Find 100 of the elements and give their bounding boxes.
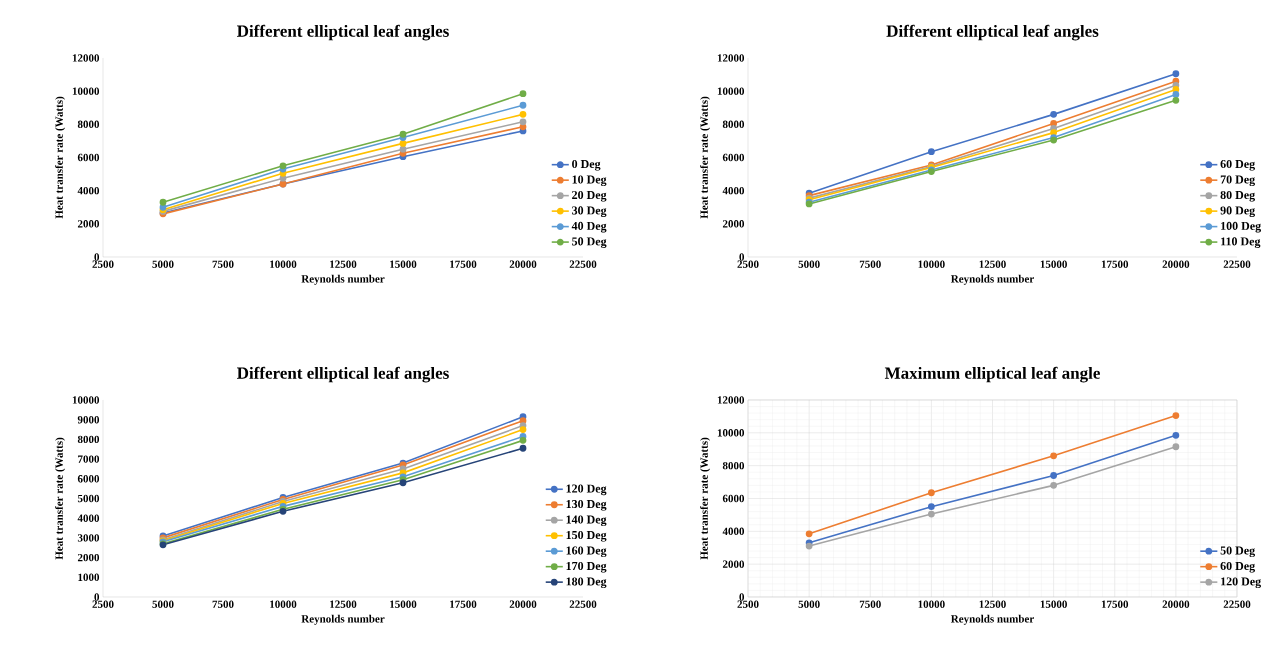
y-tick-label: 6000 bbox=[77, 475, 100, 483]
chart-title: Different elliptical leaf angles bbox=[886, 24, 1099, 41]
x-tick-label: 17500 bbox=[1101, 600, 1129, 608]
x-tick-label: 2500 bbox=[92, 600, 114, 608]
legend-label: 50 Deg bbox=[1220, 546, 1256, 558]
y-tick-label: 2000 bbox=[722, 560, 745, 568]
x-tick-label: 17500 bbox=[450, 260, 477, 268]
legend-label: 160 Deg bbox=[566, 546, 607, 558]
legend-label: 70 Deg bbox=[1220, 175, 1256, 187]
x-axis-title: Reynolds number bbox=[301, 614, 385, 625]
x-tick-label: 20000 bbox=[1162, 600, 1190, 608]
x-tick-label: 12500 bbox=[979, 600, 1006, 608]
y-tick-label: 4000 bbox=[77, 186, 100, 195]
y-tick-label: 10000 bbox=[72, 87, 100, 95]
legend-label: 80 Deg bbox=[1220, 190, 1256, 202]
legend-label: 100 Deg bbox=[1221, 221, 1262, 233]
x-tick-label: 10000 bbox=[918, 260, 945, 268]
y-tick-label: 9000 bbox=[77, 415, 100, 424]
x-tick-label: 22500 bbox=[1223, 260, 1251, 268]
legend-label: 150 Deg bbox=[566, 530, 607, 542]
x-tick-label: 2500 bbox=[737, 600, 759, 608]
x-tick-label: 22500 bbox=[569, 260, 597, 268]
y-tick-label: 2000 bbox=[77, 220, 100, 228]
legend-label: 120 Deg bbox=[566, 484, 607, 496]
x-tick-label: 5000 bbox=[798, 600, 820, 608]
y-tick-label: 6000 bbox=[722, 494, 745, 503]
y-tick-label: 4000 bbox=[77, 514, 100, 522]
x-tick-label: 2500 bbox=[737, 260, 759, 268]
y-axis-title: Heat transfer rate (Watts) bbox=[700, 96, 711, 219]
legend-label: 130 Deg bbox=[566, 499, 607, 511]
y-tick-label: 2000 bbox=[722, 220, 745, 228]
x-tick-label: 15000 bbox=[390, 260, 417, 268]
x-tick-label: 20000 bbox=[509, 600, 537, 608]
legend-label: 140 Deg bbox=[566, 515, 607, 527]
y-axis-title: Heat transfer rate (Watts) bbox=[55, 96, 66, 219]
y-tick-label: 0 bbox=[739, 593, 745, 601]
x-tick-label: 2500 bbox=[92, 260, 114, 268]
y-tick-label: 5000 bbox=[77, 494, 100, 503]
legend-label: 60 Deg bbox=[1220, 561, 1256, 573]
x-tick-label: 5000 bbox=[152, 600, 174, 608]
x-tick-label: 10000 bbox=[270, 600, 297, 608]
y-tick-label: 12000 bbox=[72, 54, 100, 62]
x-tick-label: 7500 bbox=[859, 260, 881, 268]
x-axis-title: Reynolds number bbox=[301, 274, 385, 285]
y-tick-label: 12000 bbox=[717, 396, 745, 404]
chart-title: Different elliptical leaf angles bbox=[237, 366, 449, 383]
legend-label: 170 Deg bbox=[566, 561, 607, 573]
legend-label: 110 Deg bbox=[1221, 237, 1261, 248]
legend-label: 30 Deg bbox=[572, 206, 607, 218]
x-tick-label: 7500 bbox=[212, 600, 234, 608]
x-tick-label: 5000 bbox=[798, 260, 820, 268]
y-tick-label: 12000 bbox=[717, 54, 745, 62]
legend-label: 180 Deg bbox=[566, 577, 607, 589]
y-tick-label: 2000 bbox=[77, 553, 100, 562]
x-tick-label: 12500 bbox=[979, 260, 1006, 268]
x-tick-label: 12500 bbox=[330, 260, 357, 268]
x-tick-label: 20000 bbox=[509, 260, 537, 268]
x-tick-label: 20000 bbox=[1162, 260, 1190, 268]
y-tick-label: 10000 bbox=[72, 396, 100, 404]
legend-label: 90 Deg bbox=[1220, 206, 1256, 218]
legend-label: 20 Deg bbox=[572, 190, 607, 202]
y-tick-label: 6000 bbox=[77, 153, 100, 162]
y-tick-label: 8000 bbox=[77, 435, 100, 444]
legend-label: 10 Deg bbox=[572, 175, 607, 187]
legend-label: 120 Deg bbox=[1221, 577, 1262, 589]
y-tick-label: 0 bbox=[739, 253, 745, 261]
y-tick-label: 8000 bbox=[722, 120, 745, 129]
x-tick-label: 15000 bbox=[1040, 600, 1067, 608]
x-tick-label: 10000 bbox=[270, 260, 297, 268]
x-tick-label: 17500 bbox=[450, 600, 477, 608]
y-tick-label: 6000 bbox=[722, 153, 745, 162]
y-axis-title: Heat transfer rate (Watts) bbox=[700, 437, 711, 560]
chart-title: Different elliptical leaf angles bbox=[237, 24, 449, 41]
legend-label: 60 Deg bbox=[1220, 159, 1256, 171]
y-tick-label: 8000 bbox=[722, 461, 745, 470]
y-tick-label: 0 bbox=[94, 593, 100, 601]
x-axis-title: Reynolds number bbox=[950, 614, 1034, 625]
x-tick-label: 17500 bbox=[1101, 260, 1129, 268]
y-tick-label: 10000 bbox=[717, 429, 745, 437]
legend-label: 40 Deg bbox=[571, 221, 607, 233]
y-tick-label: 8000 bbox=[77, 120, 100, 129]
y-tick-label: 7000 bbox=[78, 455, 100, 463]
chart-title: Maximum elliptical leaf angle bbox=[884, 366, 1100, 383]
x-tick-label: 15000 bbox=[390, 600, 417, 608]
x-axis-title: Reynolds number bbox=[950, 274, 1034, 285]
x-tick-label: 22500 bbox=[1223, 600, 1251, 608]
y-tick-label: 0 bbox=[94, 253, 100, 261]
y-tick-label: 10000 bbox=[717, 87, 745, 95]
y-tick-label: 3000 bbox=[77, 534, 100, 542]
y-axis-title: Heat transfer rate (Watts) bbox=[55, 437, 66, 560]
legend-label: 0 Deg bbox=[572, 159, 601, 171]
x-tick-label: 7500 bbox=[212, 260, 234, 268]
x-tick-label: 5000 bbox=[152, 260, 174, 268]
y-tick-label: 4000 bbox=[722, 186, 745, 195]
x-tick-label: 10000 bbox=[918, 600, 945, 608]
x-tick-label: 22500 bbox=[569, 600, 597, 608]
x-tick-label: 15000 bbox=[1040, 260, 1067, 268]
x-tick-label: 12500 bbox=[330, 600, 357, 608]
y-tick-label: 4000 bbox=[722, 527, 745, 536]
legend-label: 50 Deg bbox=[572, 237, 607, 248]
